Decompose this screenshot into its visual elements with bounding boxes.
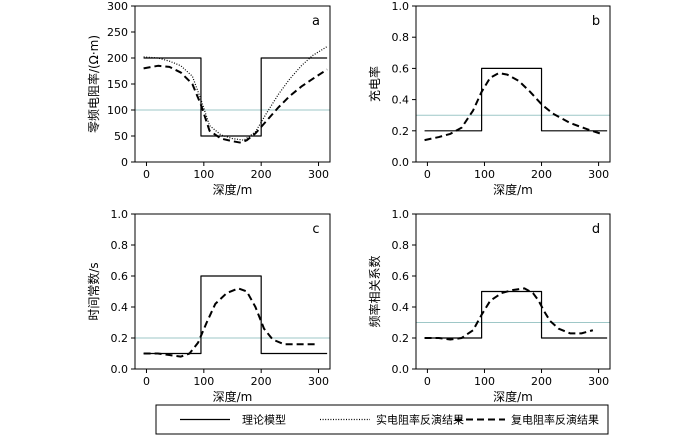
y-tick-label: 0.0 [111,363,129,376]
panels: 0 50 100 150 200 250 300 0 100 200 300 深度/m 零频电阻率/(Ω… [86,0,611,404]
y-tick-label: 1.0 [111,208,129,221]
x-tick-label: 100 [193,168,214,181]
x-tick-label: 200 [251,168,272,181]
y-tick-label: 0.8 [392,31,410,44]
plot-frame [134,213,331,370]
legend-label-complex: 复电阻率反演结果 [511,413,599,427]
y-tick-label: 0.4 [111,301,129,314]
x-axis-label: 深度/m [213,182,253,197]
x-tick-label: 0 [143,375,150,388]
series-complex [424,287,594,341]
series-real [143,46,328,141]
y-tick-label: 200 [107,52,128,65]
y-tick-label: 0.4 [392,94,410,107]
series-complex [424,72,602,142]
x-tick-label: 100 [474,375,495,388]
x-axis-label: 深度/m [493,182,533,197]
y-axis-label: 零频电阻率/(Ω·m) [86,35,101,133]
plot-frame [415,5,611,163]
x-tick-label: 100 [474,168,495,181]
x-axis-label: 深度/m [493,389,533,404]
panel-letter: d [592,222,600,237]
y-axis-label: 时间常数/s [86,262,101,320]
series-complex [143,287,319,358]
y-tick-label: 150 [107,78,128,91]
y-tick-label: 0.6 [392,62,410,75]
series-theory [424,67,608,132]
legend: 理论模型 实电阻率反演结果 复电阻率反演结果 [155,404,609,435]
series-complex [143,64,328,144]
x-tick-label: 200 [251,375,272,388]
y-tick-label: 250 [107,26,128,39]
x-tick-label: 300 [588,168,609,181]
plot-frame [415,213,611,370]
x-axis-label: 深度/m [213,389,253,404]
x-tick-label: 0 [424,375,431,388]
panel-b: 0.0 0.2 0.4 0.6 0.8 1.0 0 100 200 300 深度/m 充电率 b [367,0,611,197]
y-tick-label: 100 [107,104,128,117]
panel-letter: a [312,14,320,29]
x-tick-label: 300 [308,375,329,388]
y-axis-label: 充电率 [367,66,382,102]
y-tick-label: 0.4 [392,301,410,314]
y-tick-label: 1.0 [392,0,410,13]
y-tick-label: 0.0 [392,363,410,376]
x-tick-label: 300 [308,168,329,181]
legend-label-theory: 理论模型 [242,413,286,427]
series-theory [143,275,328,355]
x-tick-label: 0 [143,168,150,181]
y-tick-label: 0.2 [392,125,410,138]
panel-c: 0.0 0.2 0.4 0.6 0.8 1.0 0 100 200 300 深度/m 时间常数/s c [86,208,331,404]
y-tick-label: 1.0 [392,208,410,221]
panel-d: 0.0 0.2 0.4 0.6 0.8 1.0 0 100 200 300 深度/m 频率相关系数 d [367,208,611,404]
series-theory [143,57,328,137]
y-tick-label: 0.8 [392,239,410,252]
x-tick-label: 300 [588,375,609,388]
y-tick-label: 0.2 [111,332,129,345]
y-tick-label: 0.8 [111,239,129,252]
x-tick-label: 100 [193,375,214,388]
y-tick-label: 0.6 [111,270,129,283]
y-tick-label: 0.2 [392,332,410,345]
y-axis-label: 频率相关系数 [367,255,382,327]
x-tick-label: 200 [531,168,552,181]
panel-letter: c [312,222,319,237]
series-theory [424,290,608,339]
y-tick-label: 0.0 [392,156,410,169]
panel-letter: b [592,14,600,29]
y-tick-label: 0 [121,156,128,169]
legend-label-real: 实电阻率反演结果 [376,413,464,427]
x-tick-label: 0 [424,168,431,181]
panel-a: 0 50 100 150 200 250 300 0 100 200 300 深度/m 零频电阻率/(Ω… [86,0,331,197]
y-tick-label: 50 [114,130,128,143]
legend-box [155,404,609,435]
y-tick-label: 300 [107,0,128,13]
x-tick-label: 200 [531,375,552,388]
y-tick-label: 0.6 [392,270,410,283]
